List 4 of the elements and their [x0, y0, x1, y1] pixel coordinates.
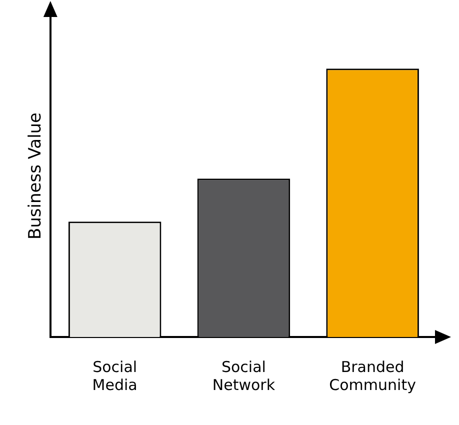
x-tick-label: Branded Community	[329, 358, 416, 394]
y-axis-title: Business Value	[26, 112, 46, 240]
x-tick-label: Social Media	[92, 358, 138, 394]
x-tick-label: Social Network	[212, 358, 276, 394]
